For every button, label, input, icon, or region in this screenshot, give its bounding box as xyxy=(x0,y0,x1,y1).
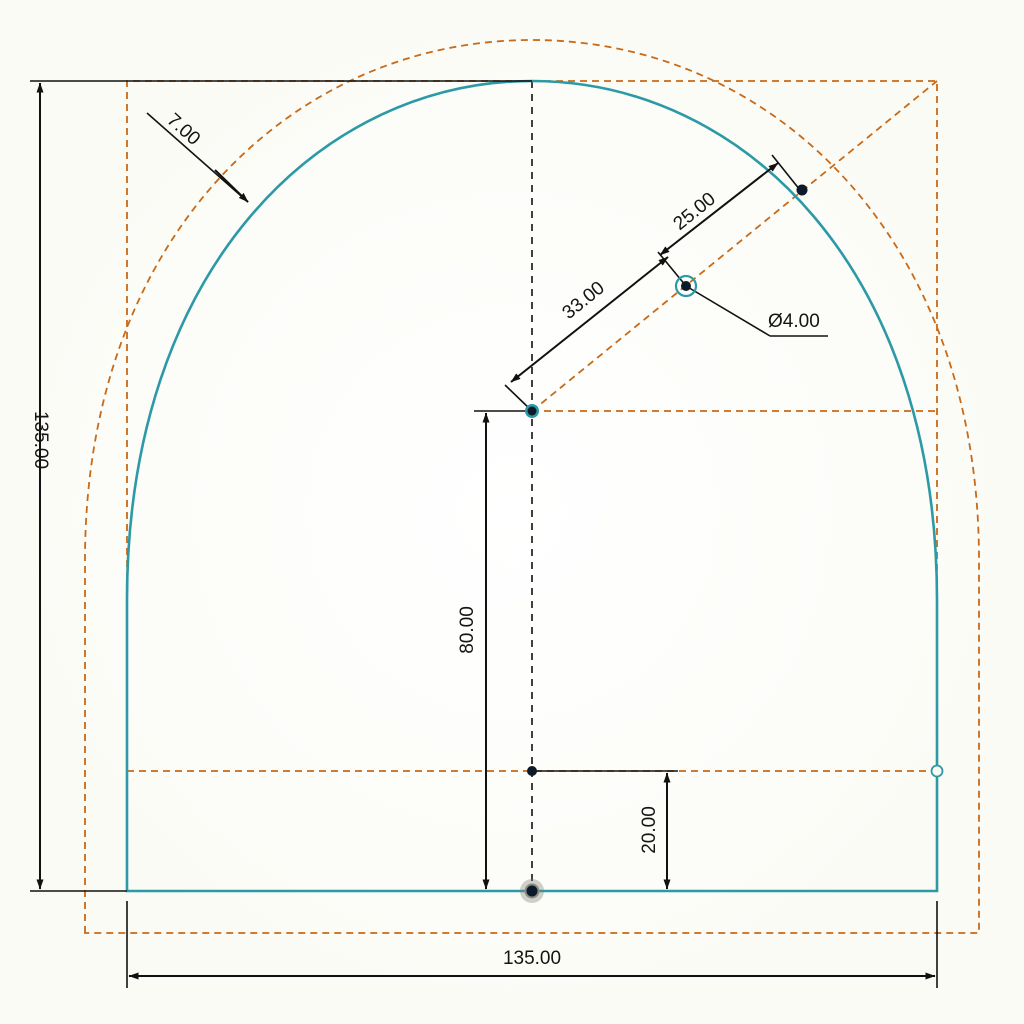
midline-point[interactable] xyxy=(527,766,537,776)
dim-height-label[interactable]: 135.00 xyxy=(30,411,51,469)
arc-intersection-point[interactable] xyxy=(796,184,808,196)
arch-profile[interactable] xyxy=(125,79,939,893)
dim-center-height-label[interactable]: 80.00 xyxy=(457,606,478,654)
construction-rect-right[interactable] xyxy=(532,80,938,891)
hole-circle[interactable] xyxy=(674,274,698,298)
hole-center-point[interactable] xyxy=(681,281,691,291)
dimension-lines xyxy=(36,82,936,980)
dim-line-hole-to-arc[interactable] xyxy=(659,162,779,256)
dim-line-arc-to-hole[interactable] xyxy=(510,256,669,383)
extension-lines xyxy=(30,80,938,988)
offset-outline[interactable] xyxy=(84,39,980,934)
origin-point[interactable] xyxy=(526,885,538,897)
dim-width-label[interactable]: 135.00 xyxy=(503,948,561,969)
right-edge-point[interactable] xyxy=(930,764,944,778)
arc-center-point[interactable] xyxy=(527,406,537,416)
dim-hole-diameter-label[interactable]: Ø4.00 xyxy=(768,311,820,332)
sketch-points xyxy=(520,184,944,903)
dim-lower-line-label[interactable]: 20.00 xyxy=(639,806,660,854)
dim-line-offset[interactable] xyxy=(214,169,249,203)
